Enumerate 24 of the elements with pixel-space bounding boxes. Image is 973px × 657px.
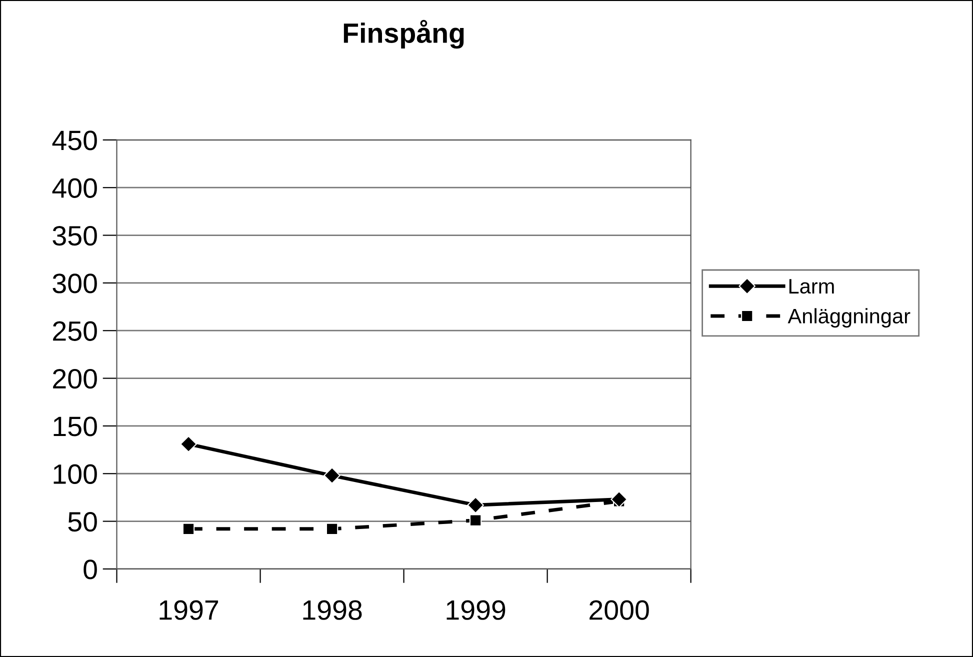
legend-label: Larm [789, 279, 834, 294]
point [182, 522, 195, 535]
y-tick-label: 150 [54, 416, 97, 436]
y-tick-label: 300 [52, 274, 97, 294]
x-tick-label: 2000 [590, 600, 649, 620]
point [326, 522, 338, 535]
y-tick-label: 450 [52, 130, 97, 150]
legend-label: Anläggningar [788, 308, 910, 328]
x-tick-label: 1999 [446, 600, 506, 620]
point [324, 467, 340, 484]
point [610, 490, 628, 508]
y-tick-label: 400 [52, 178, 97, 198]
y-tick-label: 200 [53, 368, 97, 389]
y-tick-label: 350 [52, 226, 97, 246]
y-tick-label: 0 [84, 560, 97, 580]
x-tick-label: 1998 [303, 600, 362, 620]
y-tick-label: 50 [68, 512, 97, 532]
point [469, 514, 482, 526]
y-tick-label: 250 [53, 321, 97, 341]
chart-title: Finspång [344, 20, 464, 49]
y-tick-label: 100 [54, 464, 97, 484]
x-tick-label: 1997 [160, 600, 218, 620]
point [180, 436, 197, 452]
point [467, 496, 484, 514]
